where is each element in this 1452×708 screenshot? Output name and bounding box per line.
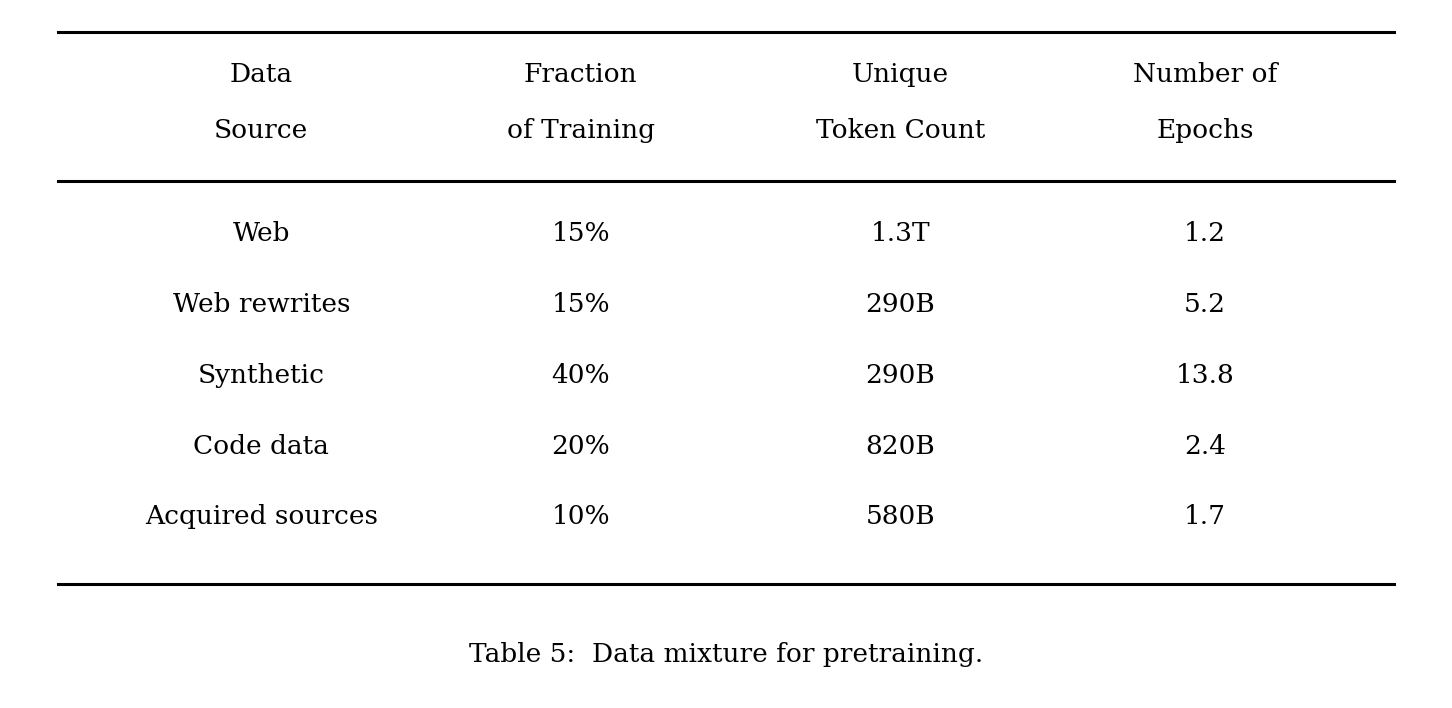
Text: 10%: 10% (552, 504, 610, 530)
Text: Fraction: Fraction (524, 62, 637, 87)
Text: Token Count: Token Count (816, 118, 984, 144)
Text: 40%: 40% (552, 362, 610, 388)
Text: Table 5:  Data mixture for pretraining.: Table 5: Data mixture for pretraining. (469, 642, 983, 668)
Text: Synthetic: Synthetic (197, 362, 325, 388)
Text: 20%: 20% (552, 433, 610, 459)
Text: 1.3T: 1.3T (870, 221, 931, 246)
Text: 15%: 15% (552, 292, 610, 317)
Text: Code data: Code data (193, 433, 330, 459)
Text: Epochs: Epochs (1156, 118, 1255, 144)
Text: 1.7: 1.7 (1185, 504, 1225, 530)
Text: Acquired sources: Acquired sources (145, 504, 378, 530)
Text: of Training: of Training (507, 118, 655, 144)
Text: 13.8: 13.8 (1176, 362, 1234, 388)
Text: Web: Web (232, 221, 290, 246)
Text: 820B: 820B (865, 433, 935, 459)
Text: 1.2: 1.2 (1185, 221, 1225, 246)
Text: 15%: 15% (552, 221, 610, 246)
Text: Source: Source (215, 118, 308, 144)
Text: 5.2: 5.2 (1185, 292, 1225, 317)
Text: 2.4: 2.4 (1185, 433, 1225, 459)
Text: 580B: 580B (865, 504, 935, 530)
Text: Unique: Unique (852, 62, 948, 87)
Text: Number of: Number of (1133, 62, 1278, 87)
Text: Web rewrites: Web rewrites (173, 292, 350, 317)
Text: 290B: 290B (865, 362, 935, 388)
Text: Data: Data (229, 62, 293, 87)
Text: 290B: 290B (865, 292, 935, 317)
